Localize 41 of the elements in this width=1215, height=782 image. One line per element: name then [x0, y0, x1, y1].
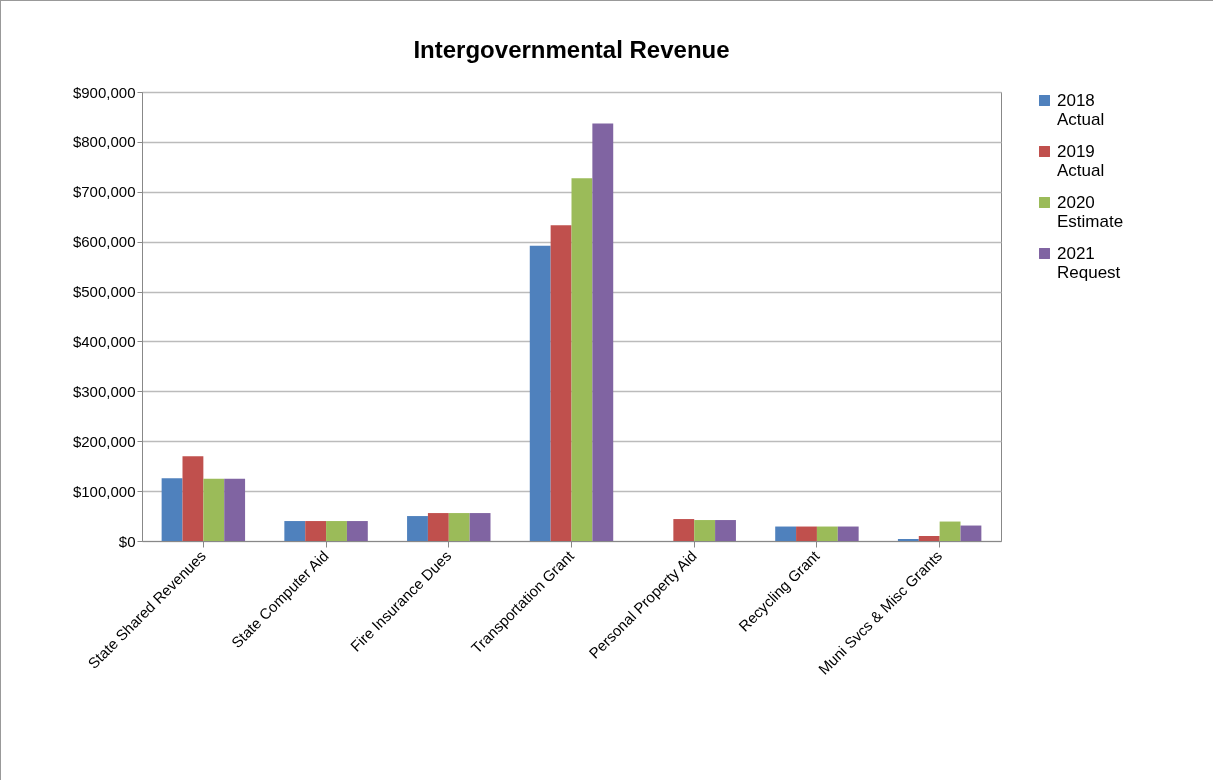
- bar: [571, 178, 593, 541]
- y-tick-label: $600,000: [72, 233, 136, 251]
- y-tick-label: $300,000: [72, 382, 136, 400]
- bar: [529, 245, 551, 541]
- bar: [960, 525, 982, 541]
- bar: [694, 520, 716, 541]
- bar: [161, 478, 183, 541]
- y-tick-label: $400,000: [72, 332, 136, 350]
- legend-label: 2020 Estimate: [1057, 192, 1124, 231]
- bar: [715, 520, 736, 541]
- y-tick-label: $500,000: [72, 283, 136, 301]
- bar: [326, 521, 347, 541]
- bar: [918, 536, 940, 541]
- y-tick-label: $900,000: [72, 83, 136, 101]
- bar: [837, 526, 859, 541]
- bar: [284, 521, 306, 541]
- bar: [203, 478, 225, 541]
- bar: [939, 521, 961, 541]
- y-tick-label: $100,000: [72, 482, 136, 500]
- bar: [224, 478, 246, 541]
- bar: [796, 526, 817, 541]
- legend-label: 2018 Actual: [1057, 90, 1105, 129]
- bar: [673, 519, 695, 541]
- bar: [346, 521, 368, 541]
- chart-title: Intergovernmental Revenue: [413, 36, 730, 63]
- bar: [448, 513, 470, 541]
- legend-label: 2021 Request: [1057, 243, 1121, 282]
- bar: [816, 526, 838, 541]
- y-tick-label: $0: [118, 532, 136, 550]
- bar: [182, 456, 204, 541]
- y-tick-label: $700,000: [72, 183, 136, 201]
- y-tick-label: $200,000: [72, 432, 136, 450]
- bar: [427, 513, 449, 541]
- y-tick-label: $800,000: [72, 133, 136, 151]
- bar: [305, 521, 327, 541]
- bar: [407, 516, 428, 541]
- bar: [775, 526, 797, 541]
- legend-label: 2019 Actual: [1057, 141, 1105, 180]
- bar: [550, 225, 572, 541]
- bar: [469, 513, 491, 541]
- bar: [592, 123, 614, 541]
